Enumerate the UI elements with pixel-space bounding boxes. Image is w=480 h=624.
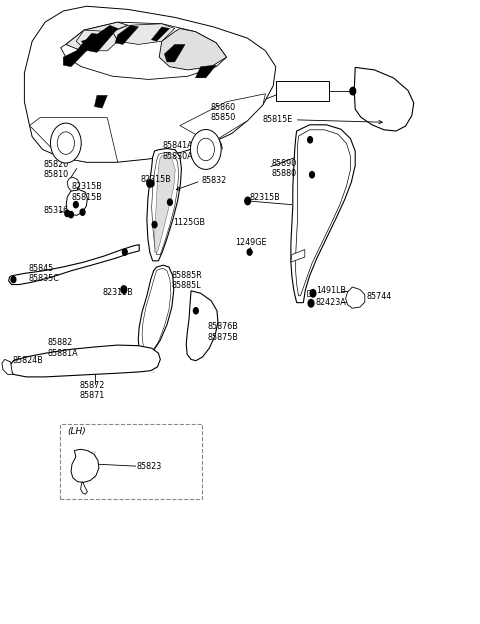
Circle shape <box>310 290 316 297</box>
Text: 82315B
85815B: 82315B 85815B <box>71 182 102 202</box>
Circle shape <box>308 300 314 307</box>
Circle shape <box>350 87 356 95</box>
Text: 82423A: 82423A <box>316 298 347 306</box>
Text: 85823: 85823 <box>137 462 162 470</box>
Polygon shape <box>30 118 118 162</box>
Text: 85815E: 85815E <box>262 115 292 124</box>
Polygon shape <box>112 24 175 44</box>
Text: 82315B: 82315B <box>250 193 280 202</box>
Circle shape <box>80 209 85 215</box>
Circle shape <box>73 202 78 208</box>
Polygon shape <box>115 26 138 44</box>
Polygon shape <box>180 94 265 143</box>
Circle shape <box>57 132 74 154</box>
Polygon shape <box>82 26 118 52</box>
Text: 85890
85880: 85890 85880 <box>271 158 297 178</box>
Polygon shape <box>291 250 305 262</box>
Polygon shape <box>151 27 169 41</box>
Text: 85882
85881A: 85882 85881A <box>47 338 78 358</box>
Circle shape <box>310 172 314 178</box>
Polygon shape <box>9 245 139 285</box>
Circle shape <box>193 308 198 314</box>
Circle shape <box>50 123 81 163</box>
Polygon shape <box>195 65 216 78</box>
Text: 1249GE: 1249GE <box>235 238 267 246</box>
Polygon shape <box>24 6 276 162</box>
Polygon shape <box>291 125 355 303</box>
Text: 85872
85871: 85872 85871 <box>80 381 105 401</box>
Text: 85876B
85875B: 85876B 85875B <box>207 322 238 342</box>
Polygon shape <box>76 30 118 51</box>
Polygon shape <box>155 155 175 252</box>
Text: 85316: 85316 <box>43 207 68 215</box>
Circle shape <box>191 130 221 170</box>
Text: 85845
85835C: 85845 85835C <box>29 263 60 283</box>
Circle shape <box>168 199 172 205</box>
Text: 85832: 85832 <box>202 177 227 185</box>
Circle shape <box>65 210 70 217</box>
Polygon shape <box>346 287 365 308</box>
Polygon shape <box>164 44 185 62</box>
Text: 82315B: 82315B <box>141 175 171 184</box>
Polygon shape <box>66 190 87 215</box>
Text: 85820
85810: 85820 85810 <box>43 160 69 180</box>
Circle shape <box>247 249 252 255</box>
Circle shape <box>308 137 312 143</box>
Polygon shape <box>2 359 12 374</box>
Polygon shape <box>186 291 218 361</box>
Circle shape <box>121 286 127 293</box>
Bar <box>276 81 329 101</box>
Polygon shape <box>354 67 414 131</box>
Bar <box>307 290 313 296</box>
Polygon shape <box>71 449 99 482</box>
Text: (LH): (LH) <box>67 427 86 436</box>
Circle shape <box>122 249 127 255</box>
Text: 85885R
85885L: 85885R 85885L <box>172 271 203 291</box>
Text: 85744: 85744 <box>367 292 392 301</box>
Text: 85824B: 85824B <box>12 356 43 364</box>
Polygon shape <box>10 345 160 377</box>
Ellipse shape <box>311 200 321 225</box>
Polygon shape <box>66 22 128 51</box>
Text: 82315B: 82315B <box>102 288 133 296</box>
Polygon shape <box>63 33 102 67</box>
Circle shape <box>245 197 251 205</box>
Bar <box>60 424 202 499</box>
Circle shape <box>197 139 215 161</box>
Text: 85841A
85830A: 85841A 85830A <box>162 141 193 161</box>
Polygon shape <box>81 482 87 494</box>
Polygon shape <box>138 265 174 357</box>
Circle shape <box>147 180 153 187</box>
Circle shape <box>11 276 16 283</box>
Circle shape <box>149 180 154 187</box>
Text: 85858C
85839C: 85858C 85839C <box>288 81 318 101</box>
Polygon shape <box>67 177 80 191</box>
Polygon shape <box>159 29 227 70</box>
Polygon shape <box>95 95 108 108</box>
Polygon shape <box>60 22 227 79</box>
Circle shape <box>69 212 73 218</box>
Circle shape <box>152 222 157 228</box>
Text: 85860
85850: 85860 85850 <box>210 102 236 122</box>
Text: 1125GB: 1125GB <box>173 218 205 227</box>
Polygon shape <box>147 149 181 261</box>
Text: 1491LB: 1491LB <box>316 286 346 295</box>
